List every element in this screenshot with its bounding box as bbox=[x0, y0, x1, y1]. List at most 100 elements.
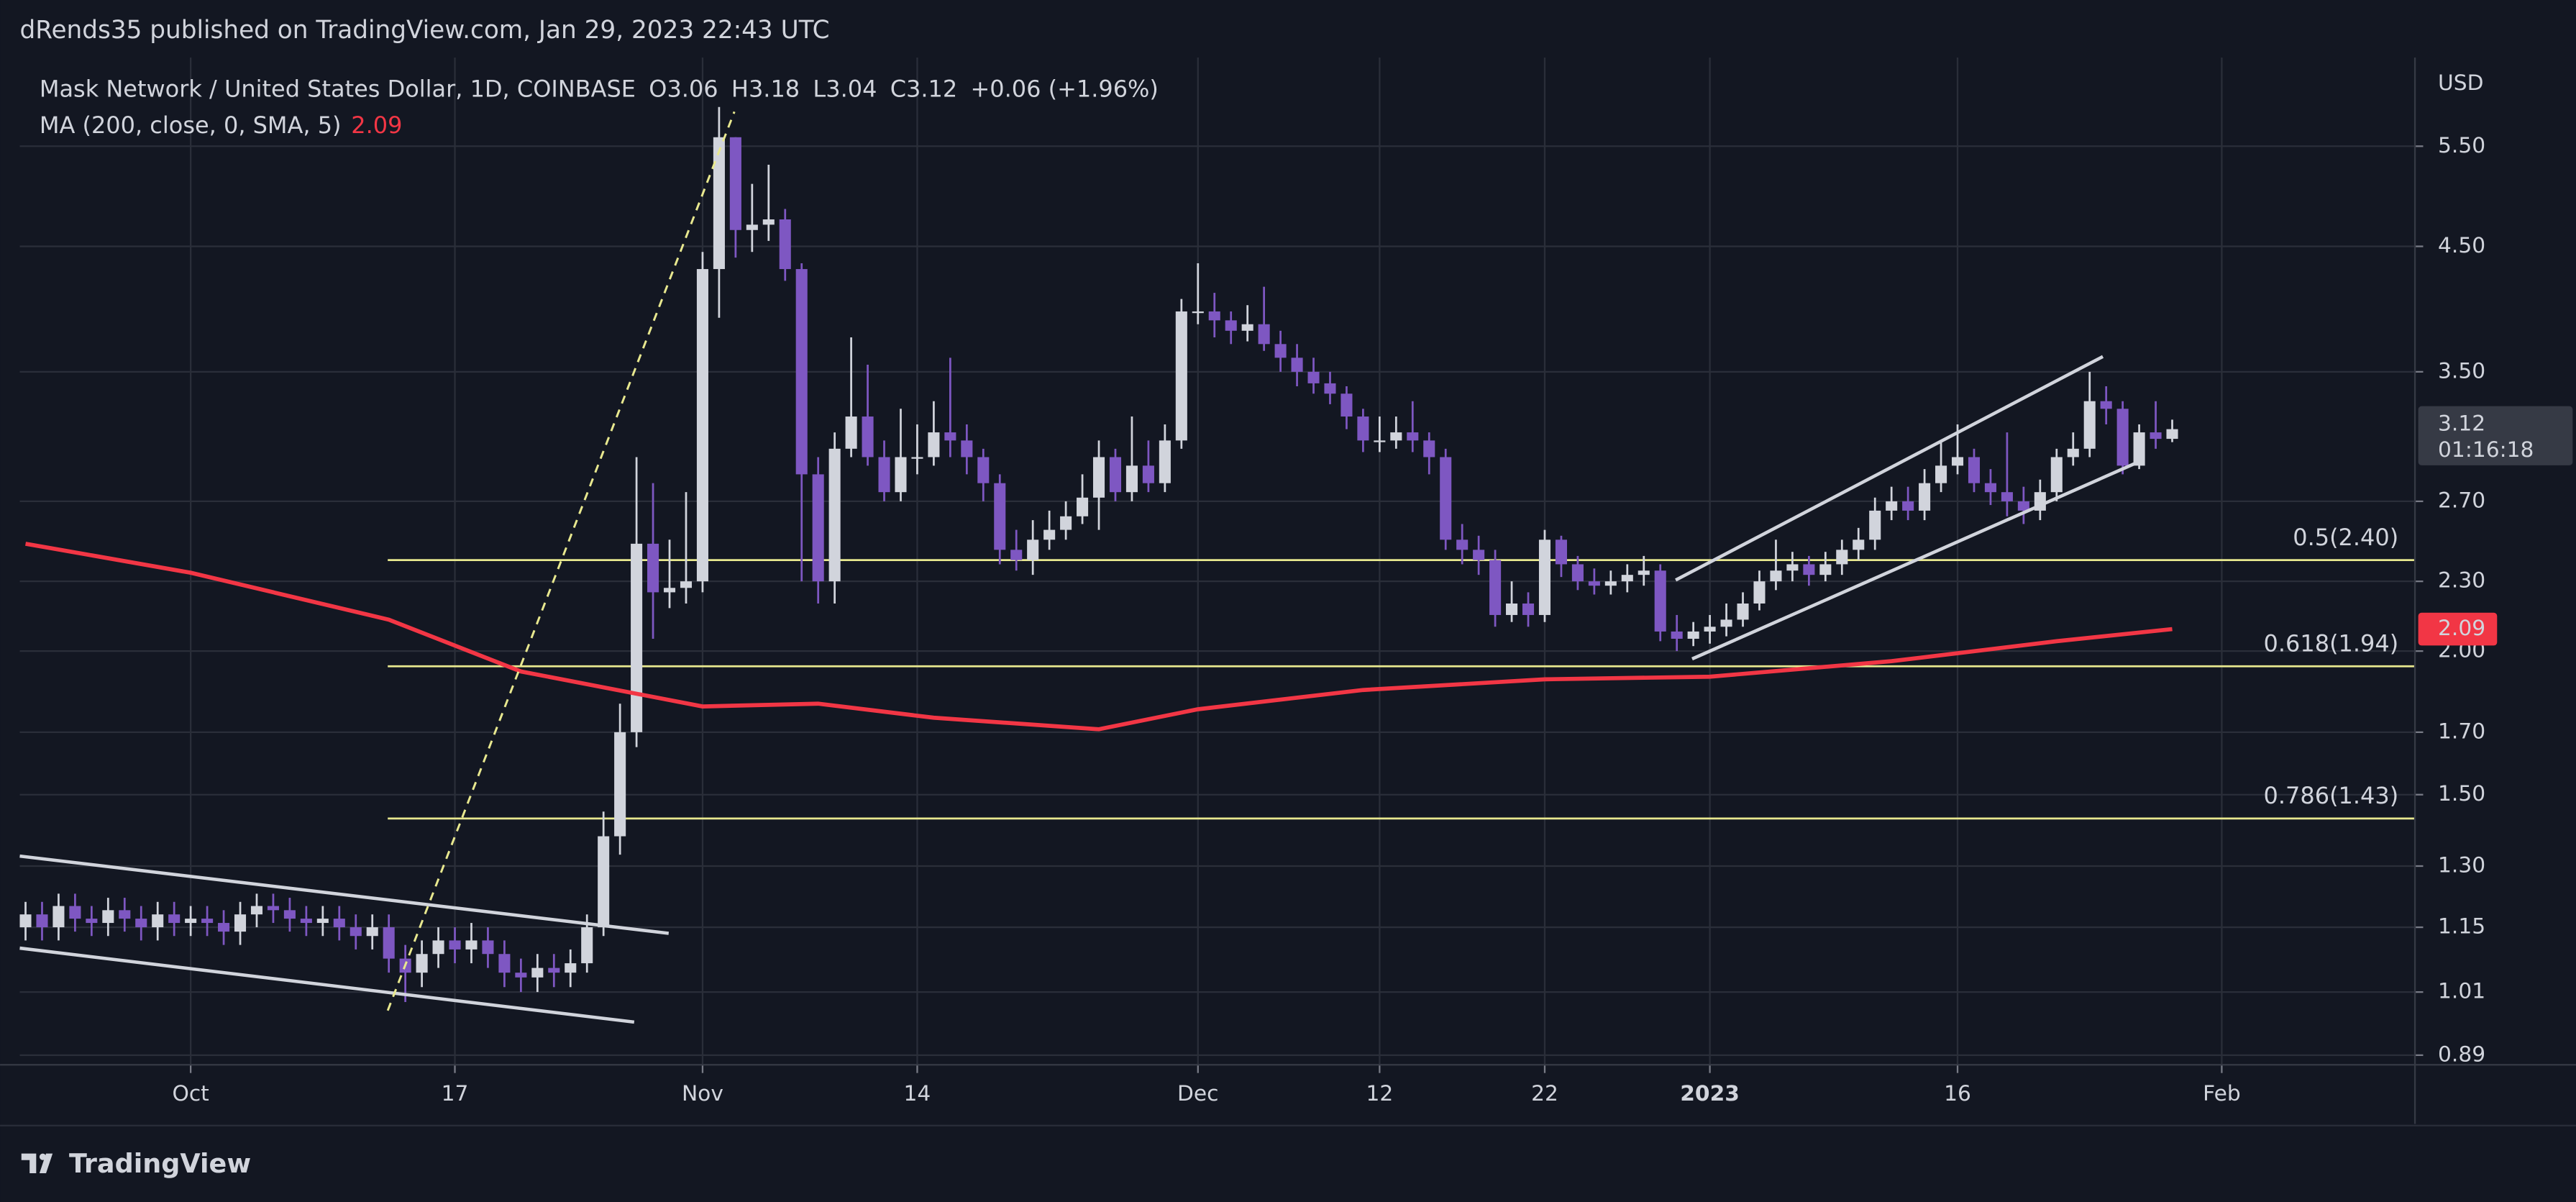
y-tick-label: 0.89 bbox=[2438, 1042, 2485, 1067]
x-tick-label: 17 bbox=[442, 1081, 469, 1106]
candle-body bbox=[2017, 501, 2029, 511]
candle-body bbox=[19, 914, 32, 928]
candle-body bbox=[2116, 409, 2129, 466]
candle-body bbox=[746, 224, 758, 230]
x-tick-label: 2023 bbox=[1680, 1081, 1740, 1106]
candle-body bbox=[911, 457, 923, 459]
candle-body bbox=[1522, 604, 1535, 615]
candle-body bbox=[1737, 604, 1749, 620]
trend-line bbox=[19, 946, 635, 1024]
candle-body bbox=[1753, 581, 1766, 604]
candle-body bbox=[2050, 457, 2063, 493]
indicator-tag-value: 2.09 bbox=[2438, 616, 2485, 641]
candle-body bbox=[1571, 564, 1584, 582]
candle-body bbox=[862, 416, 874, 457]
candle-body bbox=[1192, 311, 1204, 314]
legend-value: C3.12 bbox=[890, 76, 958, 103]
candle-body bbox=[1225, 320, 1237, 331]
legend-title: Mask Network / United States Dollar, 1D,… bbox=[40, 76, 636, 103]
candle-body bbox=[498, 954, 511, 973]
candle-body bbox=[1621, 575, 1633, 582]
logo-icon bbox=[39, 1153, 47, 1160]
drawings bbox=[19, 111, 2140, 1024]
price-tag-value: 3.12 bbox=[2438, 411, 2485, 436]
candle-body bbox=[218, 923, 230, 932]
candle-body bbox=[135, 919, 147, 928]
candle-body bbox=[944, 432, 956, 441]
candle-body bbox=[1638, 570, 1650, 575]
candle-body bbox=[1077, 497, 1089, 516]
candle-body bbox=[1869, 510, 1881, 540]
candle-body bbox=[1109, 457, 1122, 493]
candle-body bbox=[531, 967, 544, 978]
candle-body bbox=[1456, 539, 1469, 550]
candle-body bbox=[366, 927, 378, 937]
candle-body bbox=[2166, 429, 2178, 440]
y-tick-label: 1.01 bbox=[2438, 979, 2485, 1004]
candle-body bbox=[1786, 564, 1799, 571]
candle-body bbox=[515, 973, 527, 978]
candle-body bbox=[548, 967, 560, 973]
candle-body bbox=[283, 910, 296, 919]
indicator-legend: MA (200, close, 0, SMA, 5) 2.09 bbox=[40, 111, 403, 139]
indicator-value: 2.09 bbox=[351, 111, 402, 139]
candle-body bbox=[2100, 401, 2112, 409]
candle-body bbox=[729, 137, 741, 230]
candle-body bbox=[1803, 564, 1815, 575]
candle-body bbox=[812, 474, 824, 582]
candle-body bbox=[1241, 324, 1253, 331]
candle-body bbox=[878, 457, 890, 493]
candle-body bbox=[1919, 483, 1931, 511]
candle-body bbox=[1968, 457, 1981, 483]
candle-body bbox=[1125, 465, 1138, 493]
candle-body bbox=[779, 219, 791, 270]
candle-body bbox=[631, 543, 643, 732]
candle-body bbox=[86, 919, 98, 924]
candle-body bbox=[333, 919, 345, 928]
logo bbox=[21, 1153, 53, 1174]
candle-body bbox=[1538, 539, 1551, 615]
candle-body bbox=[2133, 432, 2145, 466]
candle-body bbox=[69, 906, 81, 919]
candle-body bbox=[1902, 501, 1914, 511]
candle-body bbox=[1440, 457, 1452, 540]
candle-body bbox=[1489, 560, 1502, 615]
y-tick-label: 2.70 bbox=[2438, 488, 2485, 513]
candle-body bbox=[614, 732, 626, 837]
candle-body bbox=[1274, 344, 1287, 358]
candle-body bbox=[350, 927, 362, 937]
indicator-tag bbox=[2418, 612, 2498, 646]
candle-body bbox=[1604, 581, 1617, 586]
y-tick-label: 1.15 bbox=[2438, 914, 2485, 939]
candle-body bbox=[2083, 401, 2096, 449]
candle-body bbox=[1506, 604, 1518, 615]
currency: USD bbox=[2438, 70, 2483, 96]
candle-body bbox=[1423, 440, 1435, 457]
legend-value: L3.04 bbox=[813, 76, 877, 103]
candle-body bbox=[185, 919, 197, 924]
candle-body bbox=[1819, 564, 1832, 575]
grid bbox=[19, 57, 2416, 1065]
candle-body bbox=[2001, 492, 2013, 501]
candle-body bbox=[1390, 432, 1402, 441]
candle-body bbox=[1853, 539, 1865, 550]
fib-label: 0.5(2.40) bbox=[2293, 524, 2398, 551]
legend: Mask Network / United States Dollar, 1D,… bbox=[40, 76, 1159, 103]
y-tick-label: 5.50 bbox=[2438, 133, 2485, 158]
candle-body bbox=[1407, 432, 1419, 441]
candle-body bbox=[1010, 550, 1023, 560]
fib-label: 0.618(1.94) bbox=[2264, 630, 2399, 657]
candle-body bbox=[977, 457, 990, 483]
candle-body bbox=[1357, 416, 1369, 441]
x-tick-label: 14 bbox=[904, 1081, 931, 1106]
candle-body bbox=[250, 906, 263, 915]
trend-line bbox=[1691, 460, 2140, 661]
price-tag bbox=[2418, 406, 2573, 465]
indicator-name: MA (200, close, 0, SMA, 5) bbox=[40, 111, 342, 139]
candle-body bbox=[581, 927, 593, 964]
legend-value: +0.06 (+1.96%) bbox=[970, 76, 1158, 103]
candle-body bbox=[1092, 457, 1105, 498]
candle-body bbox=[1340, 393, 1353, 417]
trend-line bbox=[19, 854, 670, 935]
